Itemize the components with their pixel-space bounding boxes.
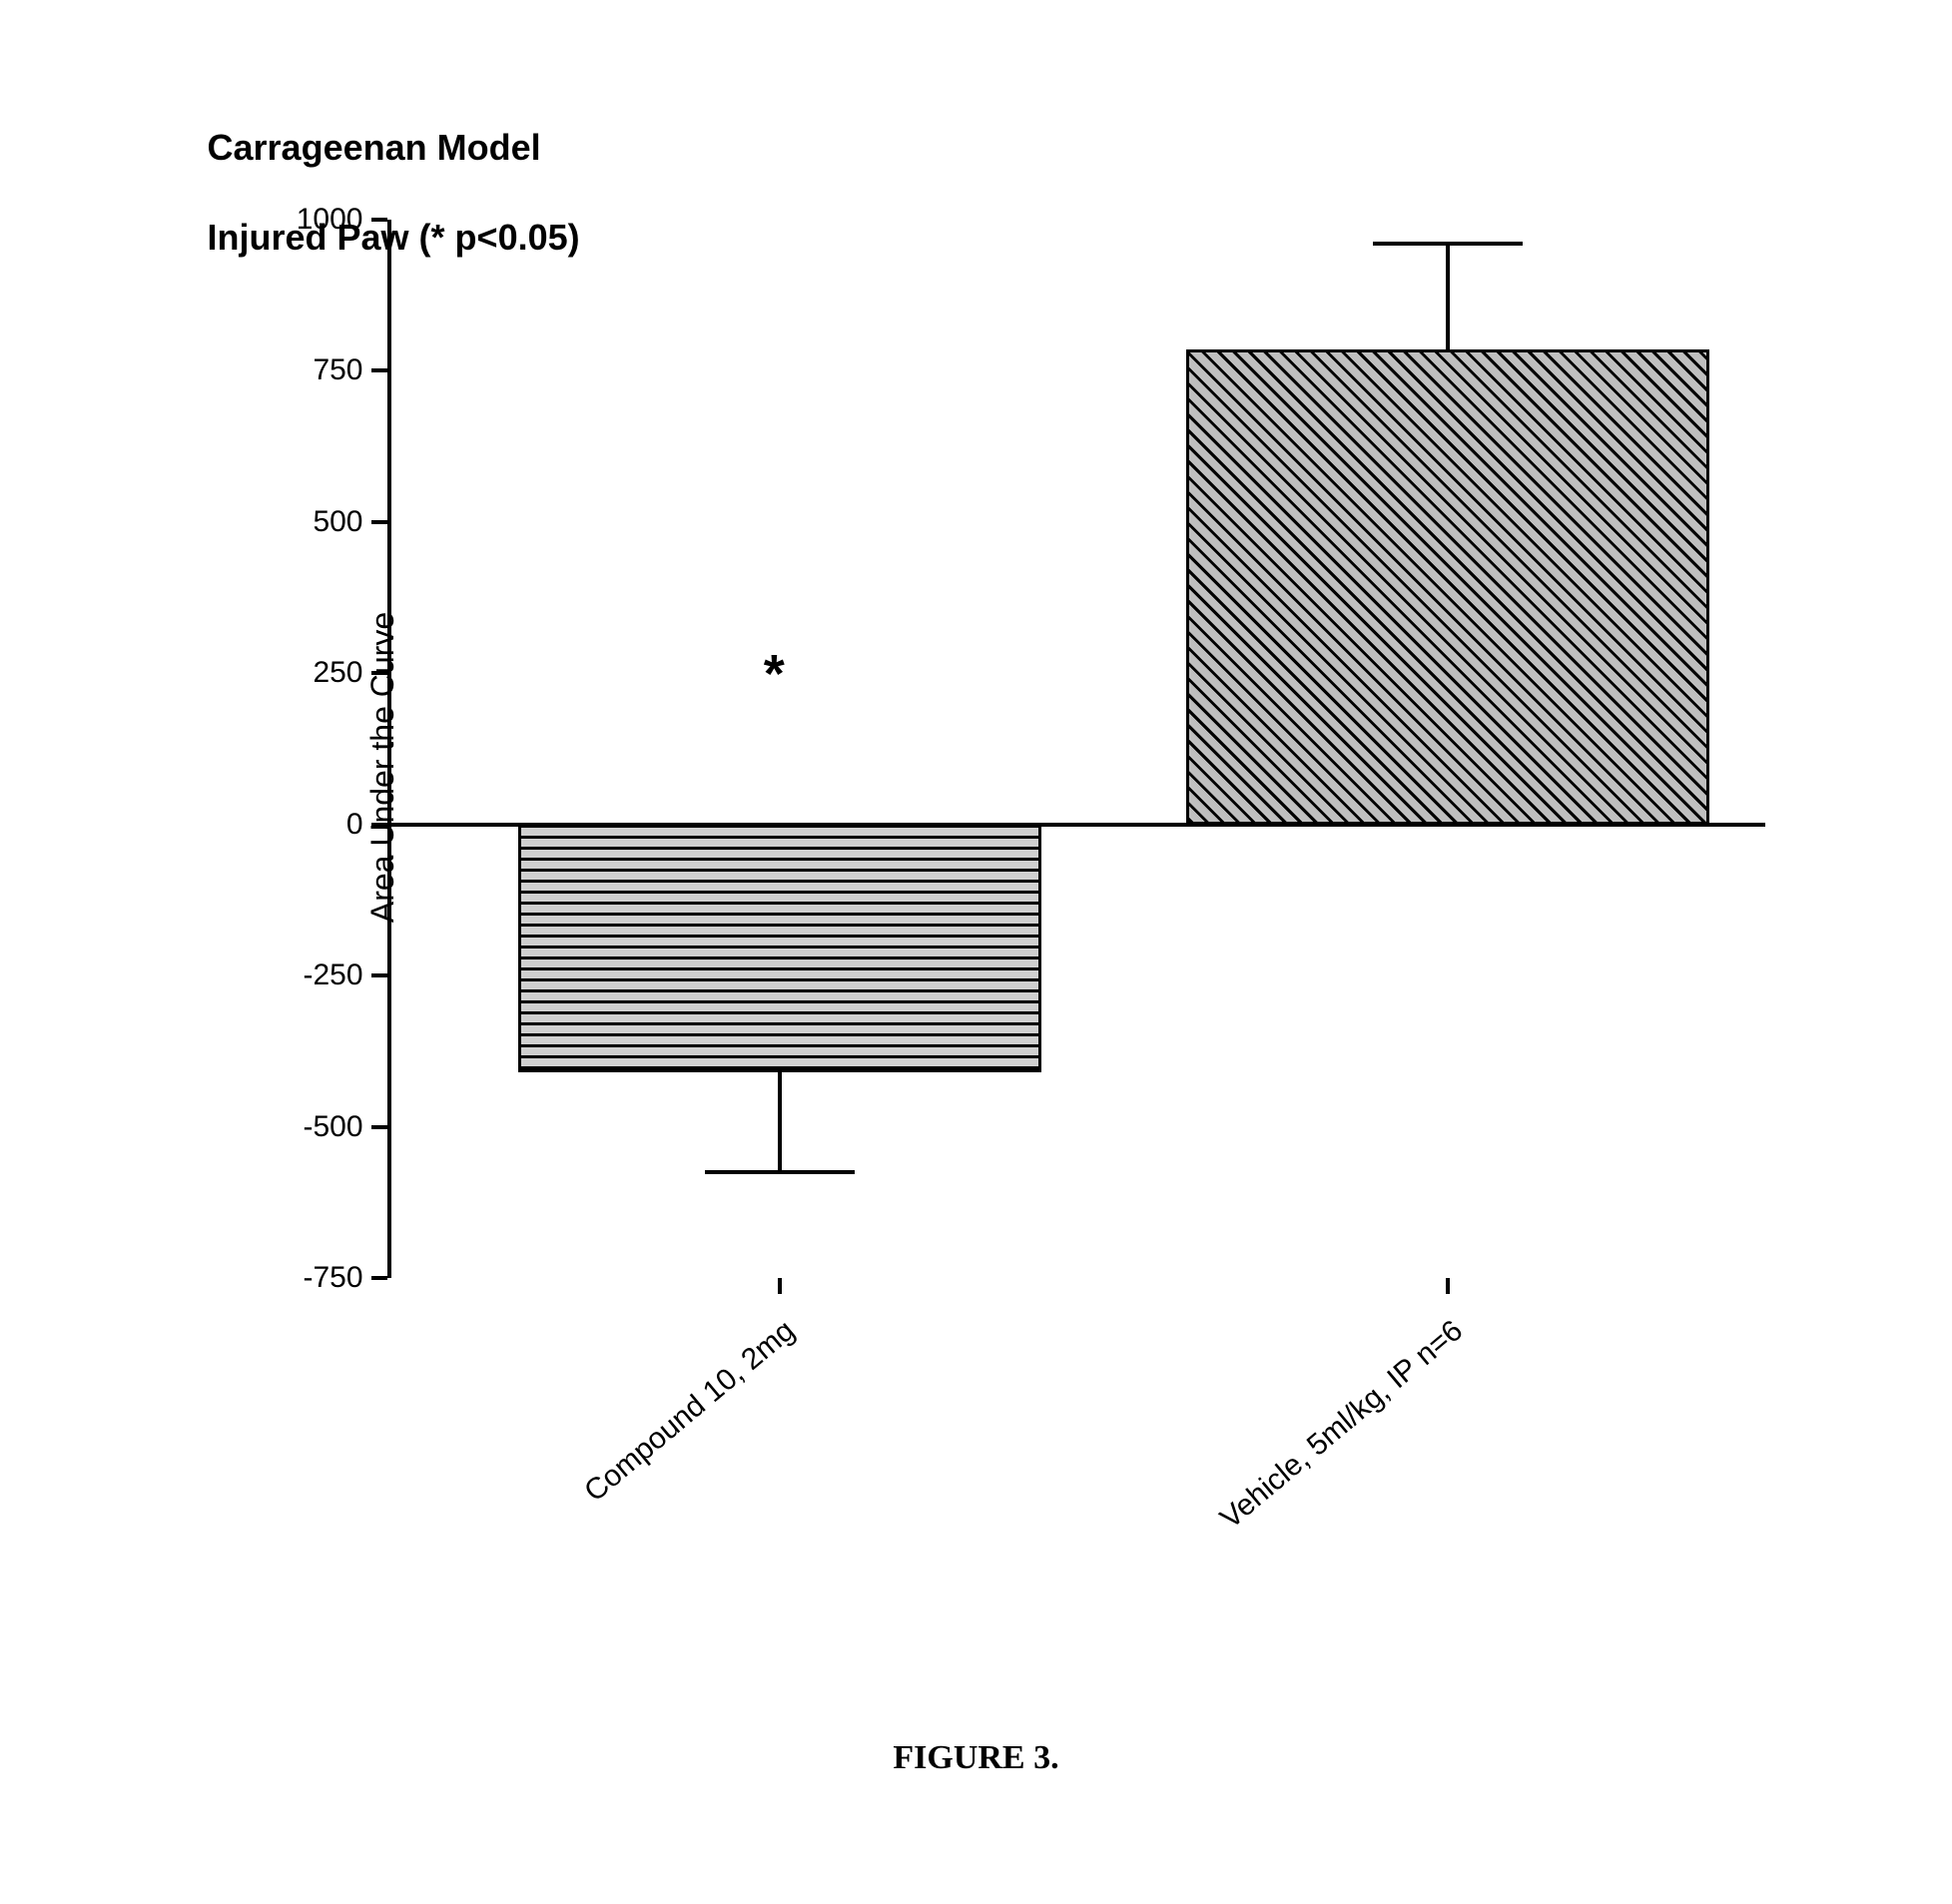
y-axis-line	[387, 220, 391, 1278]
x-tick	[1446, 1278, 1450, 1294]
y-tick-label: -250	[303, 958, 386, 992]
error-bar-cap	[705, 1170, 855, 1174]
y-tick-label: -500	[303, 1110, 386, 1144]
y-tick-label: 0	[346, 808, 387, 842]
x-tick-label: Vehicle, 5ml/kg, IP n=6	[1142, 1314, 1470, 1596]
y-tick-label: 750	[313, 353, 386, 387]
y-tick-label: 500	[313, 505, 386, 539]
y-tick-label: 250	[313, 656, 386, 690]
error-bar-cap	[1373, 242, 1523, 246]
x-tick-label: Compound 10, 2mg	[473, 1314, 801, 1596]
figure-caption: FIGURE 3.	[893, 1739, 1058, 1777]
y-tick-label: 1000	[297, 203, 387, 237]
bar	[1186, 349, 1709, 824]
x-tick	[778, 1278, 782, 1294]
chart-container: Carrageenan Model Injured Paw (* p<0.05)…	[128, 80, 1825, 1777]
bar	[518, 825, 1041, 1072]
chart-title-line1: Carrageenan Model	[208, 127, 541, 168]
error-bar-line	[778, 1072, 782, 1172]
y-tick-label: -750	[303, 1261, 386, 1295]
plot-area: 10007505002500-250-500-750*Compound 10, …	[387, 220, 1765, 1278]
significance-marker: *	[764, 643, 785, 705]
error-bar-line	[1446, 244, 1450, 349]
